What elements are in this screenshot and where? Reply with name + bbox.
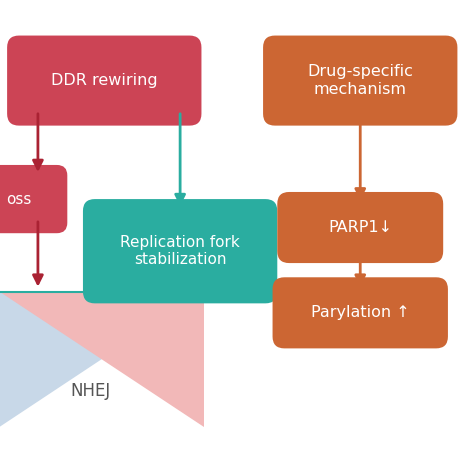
Text: Parylation ↑: Parylation ↑ bbox=[311, 305, 410, 320]
FancyBboxPatch shape bbox=[0, 165, 67, 233]
Polygon shape bbox=[0, 292, 204, 427]
FancyBboxPatch shape bbox=[277, 192, 443, 263]
FancyBboxPatch shape bbox=[263, 36, 457, 126]
Text: oss: oss bbox=[6, 191, 32, 207]
Text: Replication fork
stabilization: Replication fork stabilization bbox=[120, 235, 240, 267]
Text: DDR rewiring: DDR rewiring bbox=[51, 73, 157, 88]
FancyBboxPatch shape bbox=[273, 277, 448, 348]
FancyBboxPatch shape bbox=[7, 36, 201, 126]
Polygon shape bbox=[0, 292, 204, 427]
Text: PARP1↓: PARP1↓ bbox=[328, 220, 392, 235]
Text: Drug-specific
mechanism: Drug-specific mechanism bbox=[307, 64, 413, 97]
Text: NHEJ: NHEJ bbox=[70, 382, 110, 400]
FancyBboxPatch shape bbox=[83, 199, 277, 303]
